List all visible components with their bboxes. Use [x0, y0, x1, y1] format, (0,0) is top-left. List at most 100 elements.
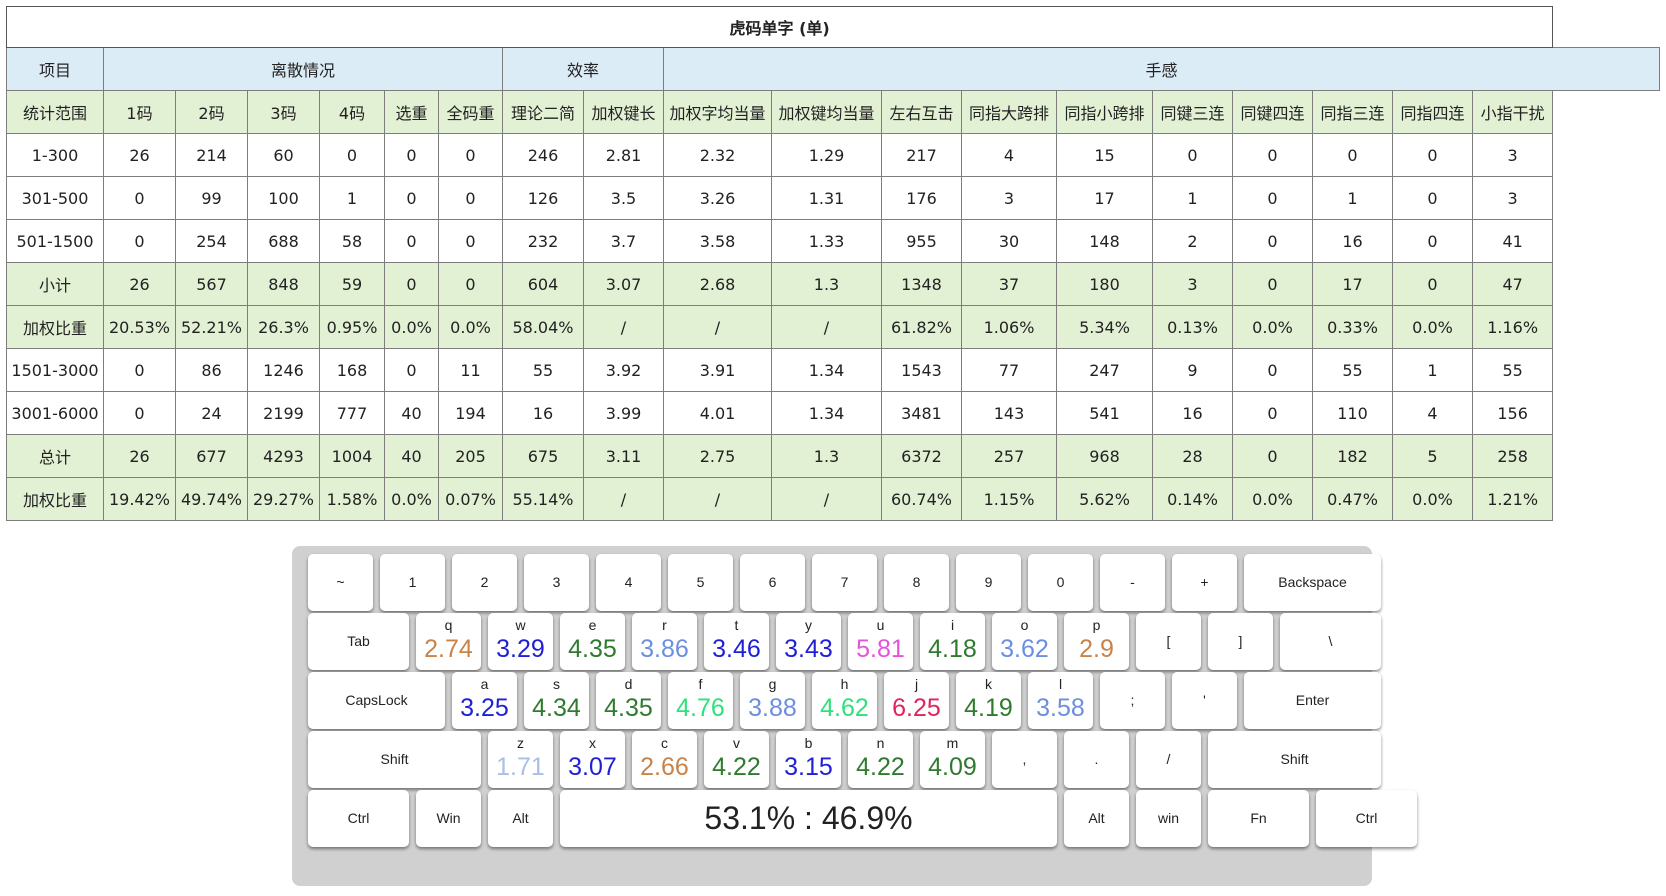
table-cell: 1.29 [771, 133, 882, 177]
table-row: 加权比重 20.53% 52.21% 26.3% 0.95% 0.0% 0.0% 58.04%… [6, 305, 1660, 349]
table-cell: 61.82% [881, 305, 962, 349]
key-label-key: 3 [524, 554, 589, 611]
key-char: r [662, 617, 667, 633]
row-label: 3001-6000 [6, 391, 104, 435]
table-cell: 0 [384, 219, 439, 263]
key-label: Tab [347, 633, 370, 649]
key-char: n [876, 735, 885, 751]
key-value: 3.86 [640, 635, 689, 663]
key-value: 2.74 [424, 635, 473, 663]
table-cell: 30 [961, 219, 1057, 263]
key-r: r 3.86 [632, 613, 697, 670]
key-value: 1.71 [496, 753, 545, 781]
key-label: 9 [984, 574, 993, 590]
table-cell: 0.0% [1392, 305, 1473, 349]
row-label: 总计 [6, 434, 104, 478]
key-label: 6 [768, 574, 777, 590]
table-cell: 968 [1056, 434, 1153, 478]
key-label: / [1166, 751, 1171, 767]
key-label-key: [ [1136, 613, 1201, 670]
key-value: 5.81 [856, 635, 905, 663]
key-label-key: Win [416, 790, 481, 847]
table-cell: 0 [384, 133, 439, 177]
table-row: 301-500 0 99 100 1 0 0 126 3.5 3.26 1.31 176 3 17 1 0 1 0… [6, 176, 1660, 220]
table-cell: 0 [1232, 348, 1313, 392]
key-label: 53.1% : 46.9% [704, 800, 913, 836]
table-row: 501-1500 0 254 688 58 0 0 232 3.7 3.58 1.33 955 30 14… [6, 219, 1660, 263]
column-header: 同指四连 [1392, 90, 1473, 134]
key-label: , [1022, 751, 1027, 767]
table-cell: 0 [1232, 262, 1313, 306]
key-label: ] [1238, 633, 1243, 649]
key-label: Shift [1280, 751, 1309, 767]
key-char: e [588, 617, 597, 633]
table-cell: 194 [438, 391, 503, 435]
column-header: 同指小跨排 [1056, 90, 1153, 134]
key-char: d [624, 676, 633, 692]
table-cell: 205 [438, 434, 503, 478]
key-char: h [840, 676, 849, 692]
table-cell: / [583, 305, 664, 349]
key-label-key: . [1064, 731, 1129, 788]
key-c: c 2.66 [632, 731, 697, 788]
table-title-row: 虎码单字 (单) [5, 6, 1660, 48]
key-label-key: 4 [596, 554, 661, 611]
space-bar-ratio: 53.1% : 46.9% [560, 790, 1057, 847]
table-title: 虎码单字 (单) [5, 6, 1554, 48]
table-cell: 58.04% [502, 305, 584, 349]
row-label: 1501-3000 [6, 348, 104, 392]
table-cell: 3.5 [583, 176, 664, 220]
table-cell: 5.34% [1056, 305, 1153, 349]
key-label-key: - [1100, 554, 1165, 611]
key-char: j [914, 676, 919, 692]
key-char: k [985, 676, 992, 692]
key-label: Alt [1088, 810, 1105, 826]
key-char: o [1020, 617, 1029, 633]
table-cell: 0 [1392, 133, 1473, 177]
table-row: 1-300 26 214 60 0 0 0 246 2.81 2.32 1.29 217 4 15 0 0 0 0… [6, 133, 1660, 177]
table-cell: 0.33% [1312, 305, 1393, 349]
table-cell: 1.33 [771, 219, 882, 263]
table-row: 3001-6000 0 24 2199 777 40 194 16 3.99 4.01 1.34 34… [6, 391, 1660, 435]
key-t: t 3.46 [704, 613, 769, 670]
key-value: 3.25 [460, 694, 509, 722]
key-char: c [661, 735, 668, 751]
row-label: 小计 [6, 262, 104, 306]
table-cell: 0 [103, 219, 176, 263]
key-label: 3 [552, 574, 561, 590]
key-l: l 3.58 [1028, 672, 1093, 729]
table-cell: 26 [103, 133, 176, 177]
table-cell: 1.3 [771, 262, 882, 306]
key-label-key: 6 [740, 554, 805, 611]
table-cell: 0 [438, 176, 503, 220]
key-label-key: ; [1100, 672, 1165, 729]
table-cell: 26 [103, 434, 176, 478]
key-value: 3.62 [1000, 635, 1049, 663]
table-cell: 9 [1152, 348, 1233, 392]
table-cell: 0.0% [1232, 305, 1313, 349]
key-value: 3.07 [568, 753, 617, 781]
table-cell: / [583, 477, 664, 521]
key-i: i 4.18 [920, 613, 985, 670]
table-cell: 0.0% [1392, 477, 1473, 521]
key-label: Alt [512, 810, 529, 826]
key-label-key: 5 [668, 554, 733, 611]
table-cell: 541 [1056, 391, 1153, 435]
row-label: 加权比重 [6, 305, 104, 349]
table-cell: 1.3 [771, 434, 882, 478]
table-cell: 2199 [247, 391, 320, 435]
table-cell: 47 [1471, 262, 1554, 306]
key-e: e 4.35 [560, 613, 625, 670]
table-cell: 675 [502, 434, 584, 478]
key-label-key: Shift [1208, 731, 1381, 788]
table-row: 总计 26 677 4293 1004 40 205 675 3.11 2.75 1.3 6372 25… [6, 434, 1660, 478]
table-cell: 2.75 [663, 434, 772, 478]
table-cell: 60.74% [881, 477, 962, 521]
table-cell: 1.34 [771, 391, 882, 435]
key-label-key: + [1172, 554, 1237, 611]
column-header: 同键四连 [1232, 90, 1313, 134]
key-label-key: CapsLock [308, 672, 445, 729]
column-header: 同指三连 [1312, 90, 1393, 134]
key-label-key: ' [1172, 672, 1237, 729]
key-char: z [517, 735, 524, 751]
